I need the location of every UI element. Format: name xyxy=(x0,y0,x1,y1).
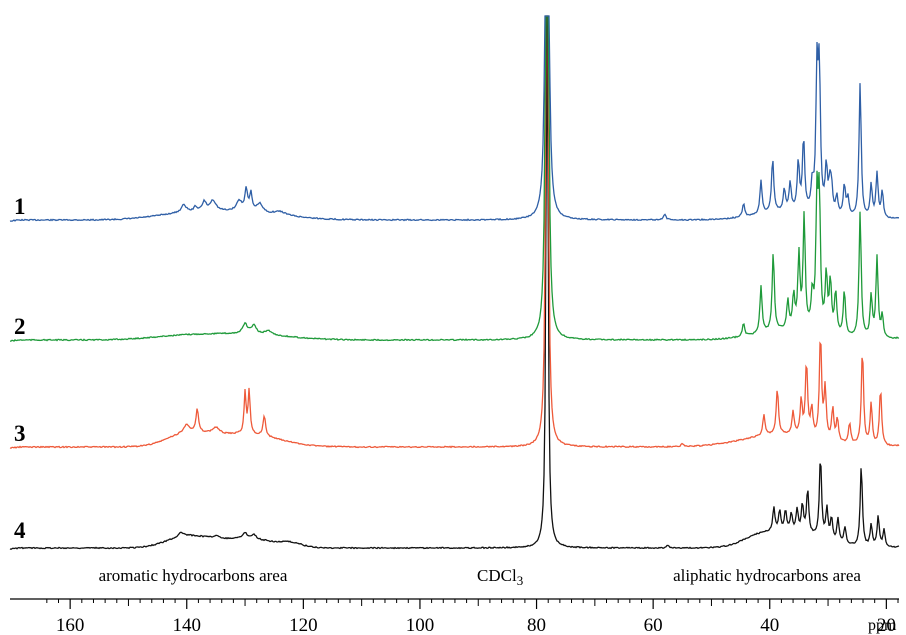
trace-label-2: 2 xyxy=(14,314,26,339)
trace-label-4: 4 xyxy=(14,518,26,543)
trace-label-3: 3 xyxy=(14,421,26,446)
trace-label-1: 1 xyxy=(14,194,26,219)
solvent-label-main: CDCl xyxy=(477,566,517,585)
x-tick-label: 20 xyxy=(877,615,896,635)
solvent-label: CDCl3 xyxy=(477,566,523,588)
x-tick-label: 60 xyxy=(644,615,663,635)
x-tick-label: 140 xyxy=(173,615,202,635)
spectrum-trace-2 xyxy=(10,15,900,342)
x-tick-label: 80 xyxy=(527,615,546,635)
x-axis-unit-label: ppm xyxy=(868,617,897,634)
spectrum-trace-1 xyxy=(9,15,900,222)
trace-labels: 4 3 2 1 xyxy=(14,194,26,543)
spectrum-trace-4 xyxy=(9,15,900,551)
solvent-label-subscript: 3 xyxy=(517,573,524,588)
x-tick-label: 160 xyxy=(56,615,85,635)
aliphatic-area-label: aliphatic hydrocarbons area xyxy=(673,566,861,585)
x-tick-label: 40 xyxy=(760,615,779,635)
spectrum-traces xyxy=(9,15,900,551)
x-axis: 160 140 120 100 80 60 40 20 xyxy=(10,598,899,635)
aromatic-area-label: aromatic hydrocarbons area xyxy=(99,566,288,585)
x-tick-label: 100 xyxy=(406,615,435,635)
x-tick-label: 120 xyxy=(289,615,318,635)
spectrum-trace-3 xyxy=(9,15,900,449)
